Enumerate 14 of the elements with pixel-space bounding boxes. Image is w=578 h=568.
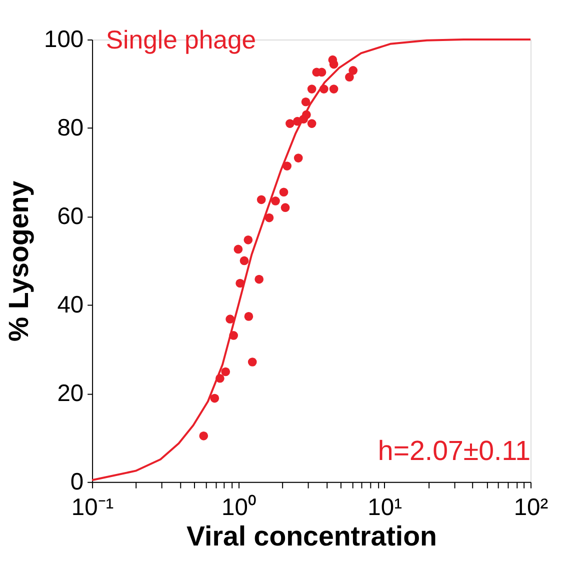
y-tick-label: 60 — [57, 202, 84, 230]
y-tick-label: 100 — [44, 26, 84, 53]
x-tick-label: 10¹ — [368, 494, 402, 522]
annotation: h=2.07±0.11 — [378, 435, 530, 466]
x-tick-label: 10² — [514, 494, 548, 522]
x-tick-label: 10⁰ — [221, 494, 256, 522]
y-tick-label: 0 — [70, 468, 84, 496]
x-tick-label: 10⁻¹ — [71, 494, 114, 522]
y-tick-label: 80 — [57, 114, 84, 142]
y-tick-label: 20 — [57, 380, 84, 407]
x-axis-title: Viral concentration — [186, 520, 437, 552]
y-axis-title: % Lysogeny — [3, 180, 34, 342]
y-tick-label: 40 — [57, 291, 84, 318]
text: Single phage — [106, 26, 256, 54]
